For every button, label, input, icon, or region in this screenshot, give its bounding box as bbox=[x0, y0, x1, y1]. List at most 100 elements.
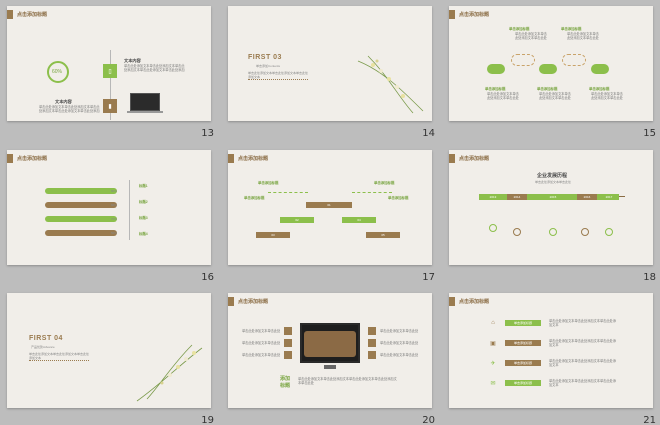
connector bbox=[352, 192, 392, 193]
text-heading: 文本内容 bbox=[55, 99, 72, 104]
cloud-outline bbox=[562, 54, 586, 66]
year-2015: 2015 bbox=[543, 194, 563, 200]
item-text: 单击此处添加文本单击此处 bbox=[242, 353, 281, 357]
flower-illustration bbox=[136, 344, 203, 402]
item-text: 单击此处添加文本单击此处添加文本单击此处 bbox=[591, 92, 623, 101]
header-bar bbox=[449, 297, 455, 306]
item-title: 单击添加标题 bbox=[509, 27, 530, 31]
slide-title: 点击添加标题 bbox=[459, 12, 490, 18]
item-text: 单击此处添加文本单击此处添加文本单击此处 bbox=[539, 92, 571, 101]
slide-number: 13 bbox=[201, 128, 214, 139]
slide-number: 14 bbox=[422, 128, 435, 139]
list-item-bar: 单击添加标题 bbox=[505, 320, 541, 326]
flower-illustration bbox=[357, 55, 424, 114]
cloud-outline bbox=[511, 54, 535, 66]
settings-icon bbox=[368, 351, 376, 359]
list-item-bar: 单击添加标题 bbox=[505, 360, 541, 366]
bar-chart-icon: ▮ bbox=[103, 99, 117, 113]
item-title: 单击添加标题 bbox=[589, 87, 610, 91]
slide-title: 点击添加标题 bbox=[238, 156, 269, 162]
label: 标题3 bbox=[139, 216, 148, 220]
text-body: 单击此处添加文本单击此处添加文本单击此处添加文本单击此处添加文本单击此处添加 bbox=[39, 105, 100, 114]
slide-thumb-16[interactable]: 点击添加标题 80% 60% 70% 50% 标题1 标题2 标题3 标题4 bbox=[7, 150, 211, 265]
milestone-icon bbox=[549, 228, 557, 236]
header-bar bbox=[449, 10, 455, 19]
progress-value: 60% bbox=[111, 203, 118, 207]
milestone-icon bbox=[605, 228, 613, 236]
slide-thumb-18[interactable]: 点击添加标题 企业发展历程 单击此处添加文本单击此处 2013 2014 201… bbox=[449, 150, 653, 265]
item-text: 单击此处添加文本单击此处 bbox=[242, 329, 281, 333]
divider-line bbox=[129, 180, 130, 240]
timeline-title: 企业发展历程 bbox=[537, 173, 568, 179]
item-text: 单击此处添加文本单击此处 bbox=[380, 329, 419, 333]
cloud-icon bbox=[591, 64, 609, 74]
section-heading: FIRST 04 bbox=[29, 335, 63, 342]
item-title: 单击添加标题 bbox=[258, 181, 279, 185]
milestone-icon bbox=[513, 228, 521, 236]
header-bar bbox=[228, 154, 234, 163]
slide-thumb-21[interactable]: 点击添加标题 ⌂ 单击添加标题 单击此处添加文本单击此处添加文本单击此处添加文本… bbox=[449, 293, 653, 408]
item-text: 单击此处添加文本单击此处添加文本单击此处 bbox=[567, 32, 599, 41]
slide-number: 21 bbox=[643, 415, 656, 425]
item-title: 单击添加标题 bbox=[374, 181, 395, 185]
header-bar bbox=[449, 154, 455, 163]
cloud-icon bbox=[487, 64, 505, 74]
add-title: 添加标题 bbox=[280, 376, 291, 389]
progress-track bbox=[45, 188, 117, 194]
log-image bbox=[304, 331, 356, 357]
step-05: 05 bbox=[366, 232, 400, 238]
item-title: 单击添加标题 bbox=[561, 27, 582, 31]
item-title: 单击添加标题 bbox=[388, 196, 409, 200]
gift-icon: ▣ bbox=[490, 340, 496, 347]
slide-title: 点击添加标题 bbox=[17, 12, 48, 18]
gear-icon bbox=[284, 339, 292, 347]
item-text: 单击此处添加文本单击此处添加文本单击此处添加文本 bbox=[549, 319, 616, 328]
section-heading: FIRST 03 bbox=[248, 54, 282, 61]
bank-icon: ⌂ bbox=[491, 320, 495, 326]
monitor-stand bbox=[324, 365, 336, 369]
laptop-image bbox=[130, 93, 160, 111]
year-2013: 2013 bbox=[483, 194, 503, 200]
slide-title: 点击添加标题 bbox=[459, 156, 490, 162]
item-text: 单击此处添加文本单击此处添加文本单击此处添加文本 bbox=[549, 379, 616, 388]
slide-thumb-19[interactable]: FIRST 04 产品优势Advance 单击此处添加文本单击此处添加文本单击此… bbox=[7, 293, 211, 408]
progress-track bbox=[45, 202, 117, 208]
section-line: 单击此处添加文本单击此处添加文本单击此处添加文本 bbox=[248, 71, 309, 80]
progress-value: 70% bbox=[111, 217, 118, 221]
slide-thumb-13[interactable]: 点击添加标题 60% ▯ ▮ 文本内容 单击此处添加文本单击此处添加文本单击此处… bbox=[7, 6, 211, 121]
cloud-icon bbox=[539, 64, 557, 74]
item-text: 单击此处添加文本单击此处添加文本单击此处 bbox=[515, 32, 547, 41]
section-sub: 产品优势Advance bbox=[31, 345, 55, 349]
item-title: 单击添加标题 bbox=[244, 196, 265, 200]
step-03: 03 bbox=[256, 232, 290, 238]
progress-track bbox=[45, 230, 117, 236]
divider-line bbox=[110, 50, 111, 120]
slide-thumb-17[interactable]: 点击添加标题 01 02 04 03 05 单击添加标题 单击添加标题 单击添加… bbox=[228, 150, 432, 265]
header-bar bbox=[7, 154, 13, 163]
header-bar bbox=[228, 297, 234, 306]
step-02: 02 bbox=[280, 217, 314, 223]
step-01: 01 bbox=[306, 202, 352, 208]
slide-title: 点击添加标题 bbox=[459, 299, 490, 305]
slide-thumb-15[interactable]: 点击添加标题 单击添加标题 单击此处添加文本单击此处添加文本单击此处 单击添加标… bbox=[449, 6, 653, 121]
image-icon bbox=[368, 339, 376, 347]
chat-icon bbox=[368, 327, 376, 335]
year-2017: 2017 bbox=[599, 194, 619, 200]
slide-thumb-14[interactable]: FIRST 03 单击添加Contents 单击此处添加文本单击此处添加文本单击… bbox=[228, 6, 432, 121]
slide-title: 点击添加标题 bbox=[17, 156, 48, 162]
item-title: 单击添加标题 bbox=[537, 87, 558, 91]
arrow-icon bbox=[619, 196, 625, 197]
label: 标题2 bbox=[139, 200, 148, 204]
plane-icon: ✈ bbox=[490, 360, 496, 367]
progress-value: 50% bbox=[111, 231, 118, 235]
phone-icon: ▯ bbox=[103, 64, 117, 78]
year-2014: 2014 bbox=[507, 194, 527, 200]
item-text: 单击此处添加文本单击此处 bbox=[380, 353, 419, 357]
label: 标题1 bbox=[139, 184, 148, 188]
label: 标题4 bbox=[139, 232, 148, 236]
slide-number: 17 bbox=[422, 272, 435, 283]
list-item-bar: 单击添加标题 bbox=[505, 380, 541, 386]
slide-thumb-20[interactable]: 点击添加标题 单击此处添加文本单击此处 单击此处添加文本单击此处 单击此处添加文… bbox=[228, 293, 432, 408]
header-bar bbox=[7, 10, 13, 19]
percent-circle bbox=[47, 61, 69, 83]
